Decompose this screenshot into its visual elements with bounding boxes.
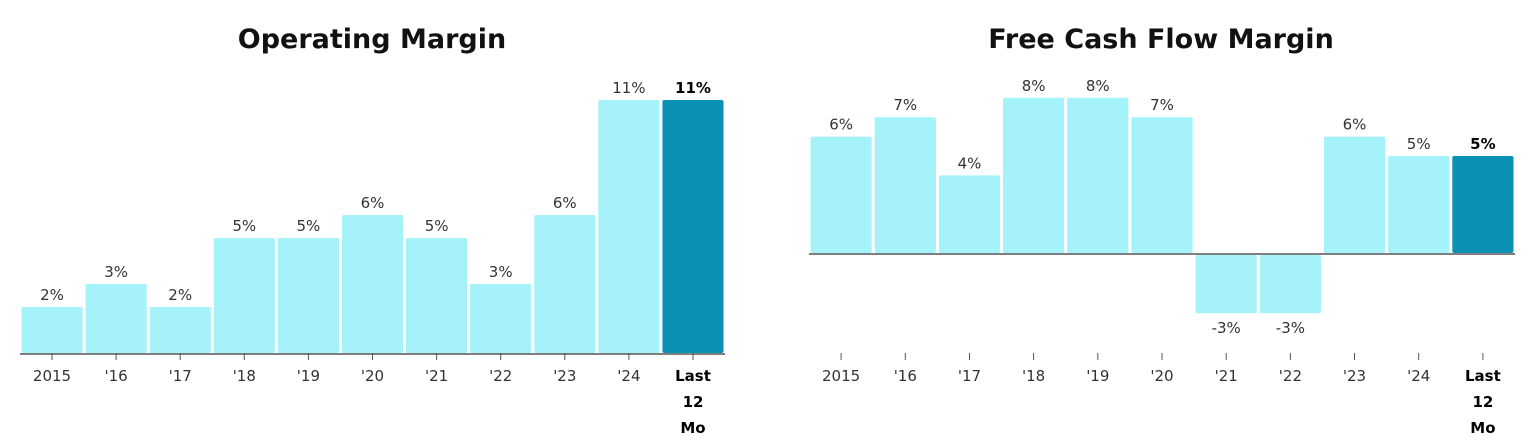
operating-margin-tick-label-6: '21 bbox=[425, 367, 448, 385]
operating-margin-bar-3 bbox=[213, 238, 275, 353]
fcf-margin-value-label-4: 8% bbox=[1086, 77, 1110, 95]
operating-margin-title: Operating Margin bbox=[238, 24, 506, 55]
fcf-margin-value-label-6: -3% bbox=[1212, 319, 1241, 337]
fcf-margin-tick-label-1: '16 bbox=[894, 367, 917, 385]
operating-margin-tick-label-4: '19 bbox=[297, 367, 320, 385]
operating-margin-tick-label-1: '16 bbox=[104, 367, 127, 385]
fcf-margin-tick-label-5: '20 bbox=[1150, 367, 1173, 385]
operating-margin-bar-7 bbox=[470, 284, 532, 353]
fcf-margin-value-label-2: 4% bbox=[958, 154, 982, 172]
operating-margin-bar-10 bbox=[662, 100, 724, 353]
fcf-margin-bar-7 bbox=[1259, 255, 1321, 314]
fcf-margin-title: Free Cash Flow Margin bbox=[988, 24, 1334, 55]
fcf-margin-bar-10 bbox=[1452, 156, 1514, 253]
operating-margin-bar-8 bbox=[534, 215, 596, 353]
operating-margin-tick-label-7: '22 bbox=[489, 367, 512, 385]
operating-margin-tick-label-10: Last 12 Mo bbox=[675, 367, 711, 437]
fcf-margin-tick-label-7: '22 bbox=[1279, 367, 1302, 385]
fcf-margin-chart: 6% 2015 7% '16 4% '17 8% '18 8% '19 7% '20 -3% '21 -3%… bbox=[809, 77, 1515, 437]
operating-margin-bar-4 bbox=[277, 238, 339, 353]
operating-margin-value-label-7: 3% bbox=[489, 263, 513, 281]
operating-margin-bar-5 bbox=[342, 215, 404, 353]
fcf-margin-value-label-1: 7% bbox=[893, 96, 917, 114]
operating-margin-tick-label-3: '18 bbox=[233, 367, 256, 385]
operating-margin-bar-6 bbox=[406, 238, 468, 353]
fcf-margin-tick-label-8: '23 bbox=[1343, 367, 1366, 385]
operating-margin-value-label-1: 3% bbox=[104, 263, 128, 281]
operating-margin-chart: 2% 2015 3% '16 2% '17 5% '18 5% '19 6% '20 5% '21 3% '2… bbox=[20, 79, 725, 437]
operating-margin-tick-label-5: '20 bbox=[361, 367, 384, 385]
fcf-margin-value-label-10: 5% bbox=[1470, 135, 1495, 153]
fcf-margin-bar-8 bbox=[1324, 136, 1386, 253]
fcf-margin-tick-label-0: 2015 bbox=[822, 367, 860, 385]
operating-margin-value-label-10: 11% bbox=[675, 79, 711, 97]
operating-margin-tick-label-2: '17 bbox=[169, 367, 192, 385]
fcf-margin-value-label-7: -3% bbox=[1276, 319, 1305, 337]
fcf-margin-tick-label-4: '19 bbox=[1086, 367, 1109, 385]
fcf-margin-bar-2 bbox=[938, 175, 1001, 253]
operating-margin-bar-0 bbox=[21, 307, 83, 353]
fcf-margin-bar-0 bbox=[810, 136, 872, 253]
operating-margin-tick-label-0: 2015 bbox=[33, 367, 71, 385]
operating-margin-bar-9 bbox=[598, 100, 660, 353]
fcf-margin-bar-4 bbox=[1067, 97, 1129, 253]
fcf-margin-bar-1 bbox=[874, 117, 936, 253]
fcf-margin-bar-6 bbox=[1195, 255, 1257, 314]
fcf-margin-value-label-8: 6% bbox=[1343, 116, 1367, 134]
operating-margin-value-label-9: 11% bbox=[612, 79, 645, 97]
fcf-margin-value-label-9: 5% bbox=[1407, 135, 1431, 153]
operating-margin-bar-1 bbox=[85, 284, 147, 353]
operating-margin-value-label-6: 5% bbox=[425, 217, 449, 235]
operating-margin-bar-2 bbox=[149, 307, 211, 353]
fcf-margin-bar-9 bbox=[1388, 156, 1450, 253]
fcf-margin-bar-3 bbox=[1003, 97, 1065, 253]
operating-margin-value-label-4: 5% bbox=[297, 217, 321, 235]
operating-margin-value-label-2: 2% bbox=[168, 286, 192, 304]
operating-margin-value-label-0: 2% bbox=[40, 286, 64, 304]
fcf-margin-tick-label-10: Last 12 Mo bbox=[1465, 367, 1501, 437]
fcf-margin-tick-label-9: '24 bbox=[1407, 367, 1430, 385]
operating-margin-value-label-5: 6% bbox=[361, 194, 385, 212]
fcf-margin-value-label-3: 8% bbox=[1022, 77, 1046, 95]
fcf-margin-value-label-5: 7% bbox=[1150, 96, 1174, 114]
operating-margin-value-label-8: 6% bbox=[553, 194, 577, 212]
operating-margin-tick-label-8: '23 bbox=[553, 367, 576, 385]
fcf-margin-bar-5 bbox=[1131, 117, 1193, 253]
fcf-margin-tick-label-6: '21 bbox=[1215, 367, 1238, 385]
fcf-margin-tick-label-2: '17 bbox=[958, 367, 981, 385]
fcf-margin-tick-label-3: '18 bbox=[1022, 367, 1045, 385]
operating-margin-tick-label-9: '24 bbox=[617, 367, 640, 385]
operating-margin-value-label-3: 5% bbox=[232, 217, 256, 235]
fcf-margin-value-label-0: 6% bbox=[829, 116, 853, 134]
